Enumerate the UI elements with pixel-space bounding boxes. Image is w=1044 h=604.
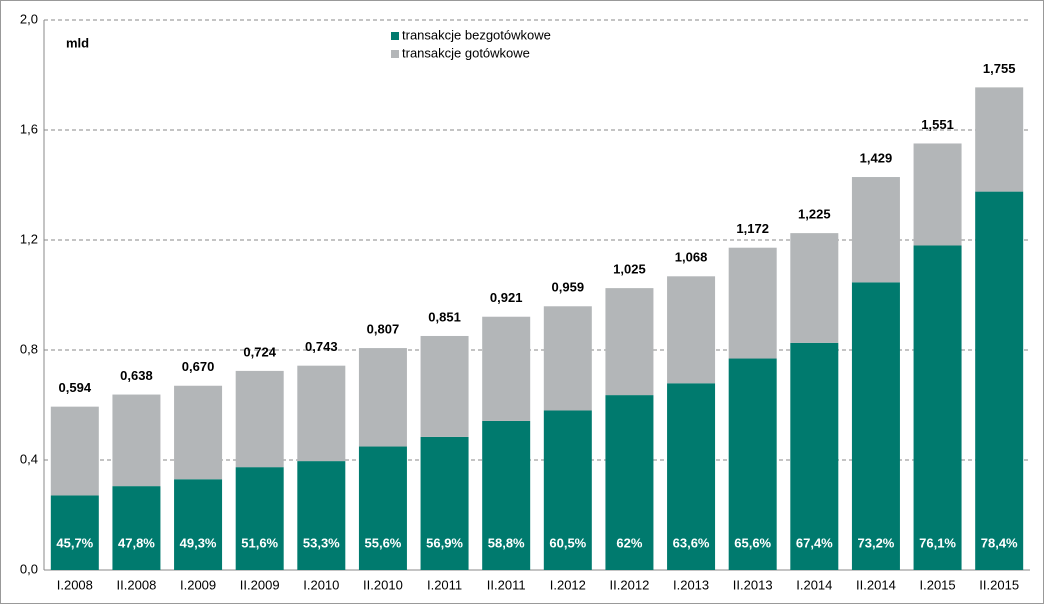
total-label: 1,551 bbox=[921, 117, 954, 132]
y-tick-label: 1,6 bbox=[20, 121, 38, 136]
share-label: 78,4% bbox=[981, 535, 1018, 550]
bar-segment bbox=[667, 276, 716, 384]
x-tick-label: II.2010 bbox=[363, 577, 403, 592]
bar-segment bbox=[605, 288, 654, 396]
share-label: 73,2% bbox=[858, 535, 895, 550]
legend-swatch bbox=[391, 50, 399, 58]
bar-segment bbox=[50, 495, 99, 570]
x-tick-label: II.2015 bbox=[979, 577, 1019, 592]
bar-segment bbox=[358, 446, 407, 570]
bar-segment bbox=[913, 143, 962, 246]
share-label: 55,6% bbox=[365, 535, 402, 550]
total-label: 0,594 bbox=[59, 380, 92, 395]
share-label: 63,6% bbox=[673, 535, 710, 550]
x-tick-label: II.2013 bbox=[733, 577, 773, 592]
total-label: 0,921 bbox=[490, 290, 523, 305]
bar-segment bbox=[790, 233, 839, 343]
bar-segment bbox=[235, 467, 284, 570]
bar-segment bbox=[975, 87, 1024, 192]
total-label: 1,172 bbox=[736, 221, 769, 236]
share-label: 76,1% bbox=[919, 535, 956, 550]
bar-segment bbox=[543, 306, 592, 411]
bar-segment bbox=[420, 436, 469, 570]
bar-segment bbox=[112, 486, 161, 570]
bar-segment bbox=[482, 420, 531, 570]
share-label: 45,7% bbox=[56, 535, 93, 550]
share-label: 65,6% bbox=[734, 535, 771, 550]
share-label: 56,9% bbox=[426, 535, 463, 550]
share-label: 49,3% bbox=[180, 535, 217, 550]
x-tick-label: I.2012 bbox=[550, 577, 586, 592]
total-label: 1,068 bbox=[675, 250, 708, 265]
bar-segment bbox=[728, 358, 777, 570]
share-label: 60,5% bbox=[549, 535, 586, 550]
bar-segment bbox=[605, 395, 654, 570]
x-tick-label: I.2014 bbox=[796, 577, 832, 592]
total-label: 0,638 bbox=[120, 368, 153, 383]
share-label: 58,8% bbox=[488, 535, 525, 550]
total-label: 0,724 bbox=[243, 344, 276, 359]
share-label: 51,6% bbox=[241, 535, 278, 550]
y-tick-label: 0,4 bbox=[20, 451, 38, 466]
bar-segment bbox=[728, 247, 777, 359]
share-label: 67,4% bbox=[796, 535, 833, 550]
bar-segment bbox=[174, 479, 223, 570]
share-label: 62% bbox=[616, 535, 642, 550]
x-tick-label: I.2010 bbox=[303, 577, 339, 592]
total-label: 1,429 bbox=[860, 150, 893, 165]
y-tick-label: 1,2 bbox=[20, 231, 38, 246]
bar-segment bbox=[667, 383, 716, 570]
bar-segment bbox=[297, 365, 346, 462]
bar-segment bbox=[420, 335, 469, 437]
x-tick-label: I.2011 bbox=[427, 577, 462, 592]
x-tick-label: II.2011 bbox=[487, 577, 526, 592]
bar-segment bbox=[112, 394, 161, 487]
total-label: 1,025 bbox=[613, 262, 646, 277]
bar-segment bbox=[790, 342, 839, 570]
total-label: 1,755 bbox=[983, 61, 1016, 76]
bar-segment bbox=[358, 348, 407, 447]
bar-segment bbox=[851, 177, 900, 283]
bar-segment bbox=[913, 245, 962, 570]
x-tick-label: I.2008 bbox=[57, 577, 93, 592]
bar-segment bbox=[50, 406, 99, 496]
total-label: 0,851 bbox=[428, 309, 461, 324]
x-tick-label: II.2012 bbox=[610, 577, 650, 592]
total-label: 0,807 bbox=[367, 322, 400, 337]
legend-label: transakcje gotówkowe bbox=[402, 45, 530, 60]
x-tick-label: II.2009 bbox=[240, 577, 280, 592]
bar-segment bbox=[297, 461, 346, 570]
bar-segment bbox=[235, 370, 284, 468]
bar-segment bbox=[975, 191, 1024, 570]
bar-segment bbox=[482, 316, 531, 421]
total-label: 0,959 bbox=[552, 280, 585, 295]
unit-label: mld bbox=[66, 35, 89, 50]
bar-segment bbox=[851, 282, 900, 570]
bar-segment bbox=[174, 385, 223, 480]
legend-swatch bbox=[391, 32, 399, 40]
x-tick-label: I.2015 bbox=[919, 577, 955, 592]
total-label: 0,670 bbox=[182, 359, 215, 374]
x-tick-label: II.2014 bbox=[856, 577, 896, 592]
total-label: 0,743 bbox=[305, 339, 338, 354]
x-tick-label: I.2009 bbox=[180, 577, 216, 592]
share-label: 53,3% bbox=[303, 535, 340, 550]
y-tick-label: 0,8 bbox=[20, 341, 38, 356]
share-label: 47,8% bbox=[118, 535, 155, 550]
y-tick-label: 2,0 bbox=[20, 11, 38, 26]
bar-segment bbox=[543, 410, 592, 570]
x-tick-label: I.2013 bbox=[673, 577, 709, 592]
total-label: 1,225 bbox=[798, 207, 831, 222]
x-tick-label: II.2008 bbox=[117, 577, 157, 592]
y-tick-label: 0,0 bbox=[20, 561, 38, 576]
legend-label: transakcje bezgotówkowe bbox=[402, 27, 551, 42]
